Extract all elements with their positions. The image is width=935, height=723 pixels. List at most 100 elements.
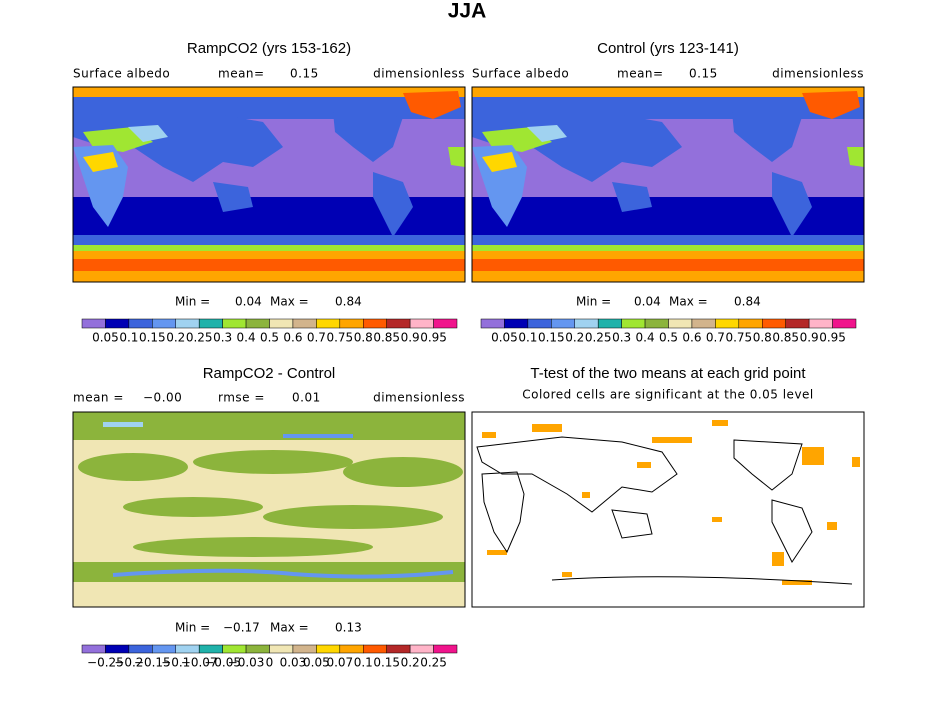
colorbar-label: 0 bbox=[266, 656, 274, 670]
max-value: 0.13 bbox=[335, 621, 362, 635]
colorbar-swatch bbox=[222, 318, 247, 329]
colorbar-swatch bbox=[245, 318, 270, 329]
colorbar: 0.05 0.1 0.15 0.2 0.25 0.3 0.4 0.5 0.6 0.7 0.75 0.8… bbox=[81, 318, 458, 345]
min-value: −0.17 bbox=[223, 621, 260, 635]
colorbar-swatch bbox=[597, 318, 622, 329]
map bbox=[72, 86, 466, 283]
colorbar-label: 0.05 bbox=[303, 656, 330, 670]
colorbar: −0.25−0.2−0.15−0.1−0.07−0.05−0.03 0 0.030.… bbox=[81, 644, 458, 670]
colorbar-label: 0.7 bbox=[307, 331, 326, 345]
colorbar-label: 0.1 bbox=[518, 331, 537, 345]
map bbox=[72, 411, 466, 608]
colorbar-swatch bbox=[409, 318, 434, 329]
colorbar-swatch bbox=[128, 318, 153, 329]
colorbar-label: 0.6 bbox=[283, 331, 302, 345]
units: dimensionless bbox=[772, 67, 864, 81]
min-label: Min = bbox=[576, 295, 611, 309]
colorbar-label: 0.7 bbox=[706, 331, 725, 345]
colorbar-label: −0.03 bbox=[228, 656, 265, 670]
colorbar-swatch bbox=[551, 318, 575, 329]
colorbar-label: 0.05 bbox=[491, 331, 518, 345]
colorbar-label: 0.05 bbox=[92, 331, 119, 345]
colorbar-label: −0.25 bbox=[87, 656, 124, 670]
colorbar-swatch bbox=[152, 644, 176, 654]
colorbar-swatch bbox=[668, 318, 693, 329]
colorbar-label: 0.85 bbox=[373, 331, 400, 345]
panel-title: Control (yrs 123-141) bbox=[597, 40, 739, 57]
colorbar-label: 0.8 bbox=[753, 331, 772, 345]
units: dimensionless bbox=[373, 391, 465, 405]
mean-value: 0.15 bbox=[689, 67, 718, 81]
mean-value: 0.15 bbox=[290, 67, 319, 81]
colorbar-label: 0.25 bbox=[420, 656, 447, 670]
colorbar-swatch bbox=[269, 644, 294, 654]
colorbar-label: 0.4 bbox=[636, 331, 655, 345]
colorbar-swatch bbox=[386, 644, 411, 654]
colorbar-swatch bbox=[152, 318, 176, 329]
colorbar-swatch bbox=[198, 644, 223, 654]
colorbar-swatch bbox=[762, 318, 786, 329]
min-value: 0.04 bbox=[235, 295, 262, 309]
colorbar-swatch bbox=[105, 318, 130, 329]
colorbar-label: 0.07 bbox=[326, 656, 353, 670]
colorbar-label: 0.95 bbox=[420, 331, 447, 345]
colorbar-label: 0.4 bbox=[237, 331, 256, 345]
colorbar-label: 0.95 bbox=[819, 331, 846, 345]
colorbar-swatch bbox=[81, 644, 106, 654]
colorbar-swatch bbox=[316, 644, 341, 654]
colorbar-swatch bbox=[785, 318, 810, 329]
max-label: Max = bbox=[270, 621, 309, 635]
max-label: Max = bbox=[270, 295, 309, 309]
mean-label: mean= bbox=[218, 67, 265, 81]
colorbar-label: 0.15 bbox=[538, 331, 565, 345]
colorbar-swatch bbox=[574, 318, 599, 329]
colorbar-label: 0.15 bbox=[139, 331, 166, 345]
colorbar-swatch bbox=[409, 644, 434, 654]
colorbar-swatch bbox=[292, 644, 317, 654]
colorbar-swatch bbox=[738, 318, 763, 329]
colorbar-swatch bbox=[715, 318, 740, 329]
max-label: Max = bbox=[669, 295, 708, 309]
colorbar-label: 0.1 bbox=[119, 331, 138, 345]
colorbar-swatch bbox=[292, 318, 317, 329]
figure-title: JJA bbox=[448, 0, 487, 23]
min-label: Min = bbox=[175, 295, 210, 309]
panel-variable: Surface albedo bbox=[73, 67, 170, 81]
colorbar-label: 0.75 bbox=[725, 331, 752, 345]
colorbar-label: 0.75 bbox=[326, 331, 353, 345]
colorbar-label: 0.2 bbox=[565, 331, 584, 345]
colorbar-label: 0.6 bbox=[682, 331, 701, 345]
rmse-value: 0.01 bbox=[292, 391, 321, 405]
mean-value: −0.00 bbox=[143, 391, 182, 405]
rmse-label: rmse = bbox=[218, 391, 265, 405]
colorbar-swatch bbox=[175, 644, 200, 654]
panel-subtitle: Colored cells are significant at the 0.0… bbox=[522, 388, 814, 402]
colorbar-label: 0.15 bbox=[373, 656, 400, 670]
colorbar-swatch bbox=[386, 318, 411, 329]
colorbar-swatch bbox=[105, 644, 130, 654]
colorbar-swatch bbox=[808, 318, 833, 329]
map bbox=[471, 86, 865, 283]
colorbar-label: 0.9 bbox=[401, 331, 420, 345]
colorbar-label: −0.15 bbox=[134, 656, 171, 670]
mean-label: mean= bbox=[617, 67, 664, 81]
max-value: 0.84 bbox=[734, 295, 761, 309]
panel-title: RampCO2 - Control bbox=[203, 365, 336, 382]
colorbar-label: 0.9 bbox=[800, 331, 819, 345]
colorbar-label: −0.05 bbox=[204, 656, 241, 670]
colorbar-swatch bbox=[363, 644, 387, 654]
colorbar-swatch bbox=[363, 318, 387, 329]
min-label: Min = bbox=[175, 621, 210, 635]
colorbar-swatch bbox=[644, 318, 669, 329]
panel-title: RampCO2 (yrs 153-162) bbox=[187, 40, 351, 57]
colorbar-swatch bbox=[81, 318, 106, 329]
colorbar-swatch bbox=[128, 644, 153, 654]
mean-label: mean = bbox=[73, 391, 124, 405]
colorbar-swatch bbox=[245, 644, 270, 654]
colorbar-swatch bbox=[504, 318, 529, 329]
map bbox=[471, 411, 865, 608]
colorbar-label: 0.03 bbox=[280, 656, 307, 670]
colorbar-label: −0.1 bbox=[161, 656, 190, 670]
colorbar-swatch bbox=[339, 644, 364, 654]
